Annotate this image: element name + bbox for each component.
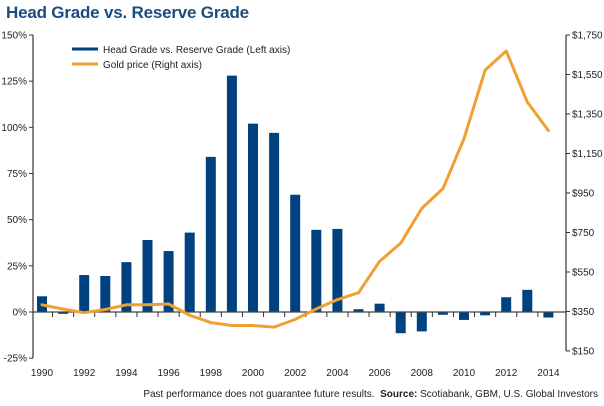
left-axis-tick-label: 100% [1, 123, 27, 134]
bar-1993 [100, 275, 111, 312]
x-axis-tick-label: 1994 [115, 368, 138, 379]
bar-2013 [522, 289, 533, 312]
left-axis-tick-label: 125% [1, 77, 27, 88]
chart-title: Head Grade vs. Reserve Grade [6, 3, 249, 22]
x-axis-tick-label: 2004 [326, 368, 349, 379]
source-text: Scotiabank, GBM, U.S. Global Investors [420, 389, 598, 400]
legend-label-gold-price: Gold price (Right axis) [103, 60, 202, 71]
bar-2000 [248, 123, 258, 312]
x-axis-tick-label: 1996 [157, 368, 180, 379]
bar-1997 [184, 232, 195, 312]
bar-1998 [205, 156, 216, 312]
bar-2007 [395, 312, 406, 334]
right-axis-tick-label: $350 [572, 307, 595, 318]
bar-1995 [142, 239, 153, 312]
left-axis-tick-label: 150% [1, 31, 27, 42]
line-series [40, 49, 550, 329]
bar-2010 [459, 312, 469, 320]
bar-1991 [58, 312, 69, 314]
x-axis-tick-label: 1998 [200, 368, 223, 379]
left-axis-tick-label: 75% [7, 169, 27, 180]
bar-2004 [332, 228, 343, 312]
left-axis-tick-label: 25% [7, 261, 27, 272]
left-axis-tick-label: -25% [4, 354, 27, 365]
right-axis-tick-label: $750 [572, 228, 595, 239]
x-axis-tick-label: 2006 [368, 368, 391, 379]
right-axis-tick-label: $1,150 [572, 149, 603, 160]
right-axis-tick-label: $550 [572, 268, 595, 279]
x-axis-tick-label: 2000 [242, 368, 265, 379]
bar-series [37, 75, 554, 334]
bar-1994 [121, 262, 132, 312]
x-axis-tick-label: 2002 [284, 368, 307, 379]
legend-label-head-grade: Head Grade vs. Reserve Grade (Left axis) [103, 45, 290, 56]
bar-2012 [501, 297, 512, 312]
x-axis-tick-label: 1992 [73, 368, 96, 379]
footer: Past performance does not guarantee futu… [143, 389, 598, 400]
x-axis-tick-label: 2012 [495, 368, 518, 379]
bar-2005 [353, 309, 364, 312]
x-axis-tick-label: 2008 [411, 368, 434, 379]
right-axis-tick-label: $1,350 [572, 110, 603, 121]
bar-2002 [290, 194, 301, 312]
bar-2003 [311, 229, 322, 312]
bar-2008 [416, 312, 427, 332]
disclaimer-text: Past performance does not guarantee futu… [143, 389, 375, 400]
source-label: Source: [380, 389, 418, 400]
bar-2006 [374, 303, 385, 312]
right-axis-tick-label: $150 [572, 347, 595, 358]
right-axis-tick-label: $1,750 [572, 31, 603, 42]
right-axis-tick-label: $1,550 [572, 70, 603, 81]
bar-2014 [543, 312, 554, 318]
axes: -25% 0% 25% 50% 75% 100% 125% 150% $150 $350 $550 $… [1, 31, 603, 380]
left-axis-tick-label: 50% [7, 215, 27, 226]
bar-2011 [480, 312, 491, 316]
bar-1992 [79, 275, 90, 312]
x-axis-tick-label: 2014 [537, 368, 560, 379]
bar-1999 [226, 75, 237, 312]
x-axis-tick-label: 1990 [31, 368, 54, 379]
legend: Head Grade vs. Reserve Grade (Left axis)… [72, 45, 290, 71]
left-axis-tick-label: 0% [13, 308, 28, 319]
bar-1996 [163, 251, 174, 312]
right-axis-tick-label: $950 [572, 189, 595, 200]
x-axis-tick-label: 2010 [453, 368, 476, 379]
bar-2001 [269, 132, 280, 312]
bar-2009 [437, 312, 448, 315]
